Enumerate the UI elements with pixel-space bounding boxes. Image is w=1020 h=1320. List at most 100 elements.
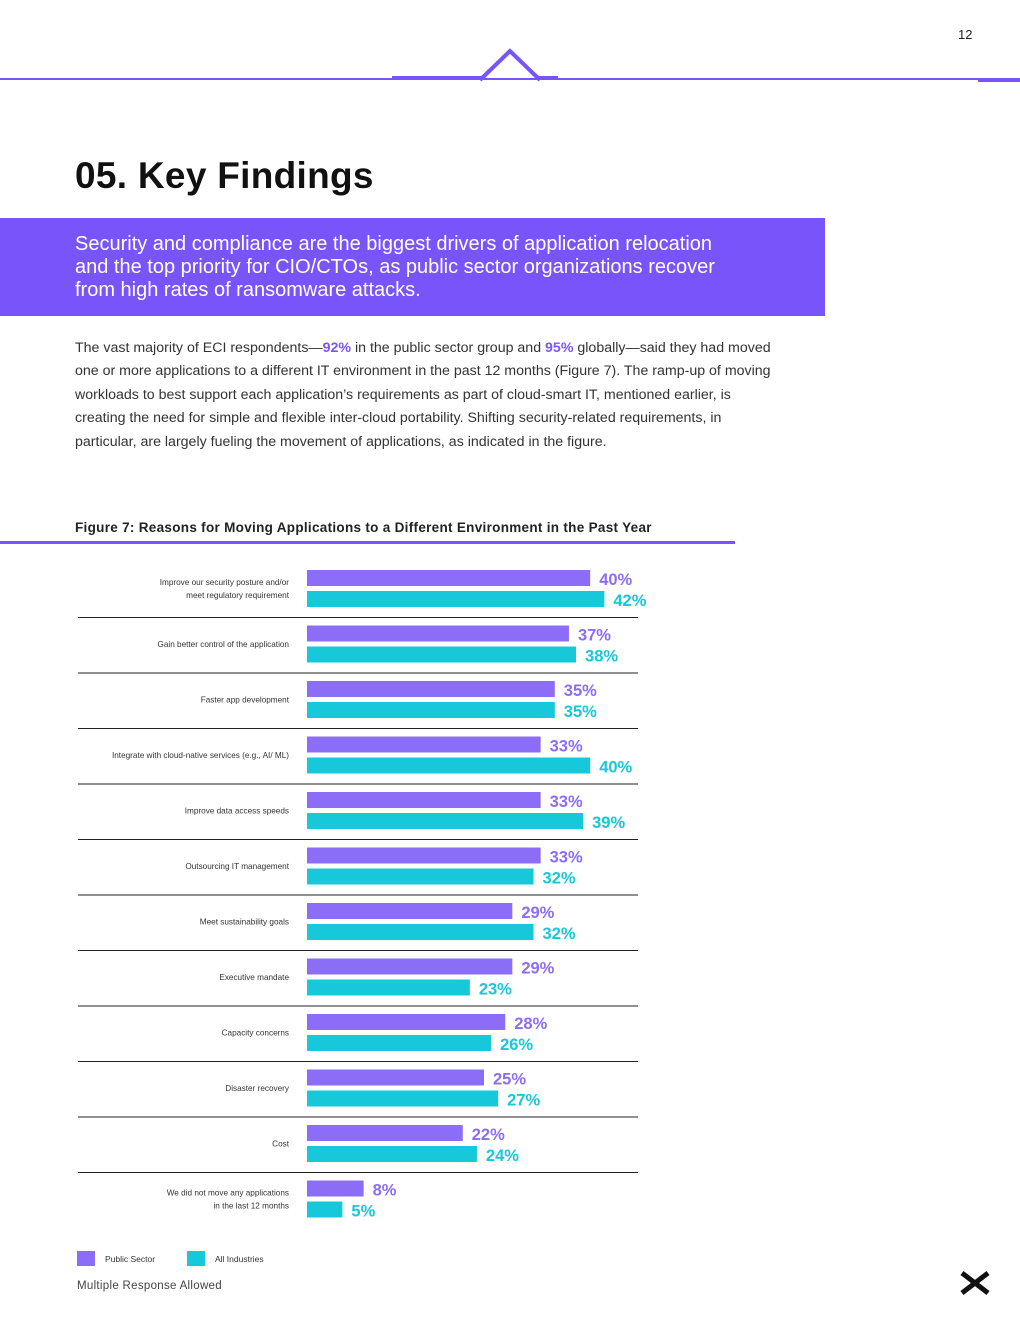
- bar-chart: Improve our security posture and/or meet …: [78, 570, 647, 1221]
- category-label: Improve data access speeds: [185, 807, 289, 816]
- stat-global: 95%: [545, 340, 574, 356]
- data-label: 28%: [514, 1015, 547, 1033]
- category-label-line: in the last 12 months: [213, 1202, 289, 1211]
- chart-footnote: Multiple Response Allowed: [77, 1280, 222, 1292]
- data-label: 27%: [507, 1092, 540, 1110]
- legend-swatch-all-industries: [187, 1251, 205, 1266]
- data-label: 24%: [486, 1147, 519, 1165]
- category-label-line: Improve our security posture and/or: [160, 578, 290, 587]
- category-label: Improve our security posture and/or meet …: [160, 578, 290, 600]
- bar-public-sector: [307, 792, 541, 808]
- data-label: 33%: [550, 738, 583, 756]
- data-label: 35%: [564, 703, 597, 721]
- bar-all-industries: [307, 702, 555, 718]
- body-paragraph: The vast majority of ECI respondents—92%…: [75, 337, 785, 454]
- bar-all-industries: [307, 868, 534, 885]
- data-label: 37%: [578, 627, 611, 645]
- category-label: Faster app development: [201, 696, 290, 705]
- header-peak: [478, 48, 542, 82]
- data-label: 8%: [373, 1182, 397, 1200]
- brand-logo-icon: [960, 1271, 990, 1295]
- category-label: Disaster recovery: [225, 1084, 290, 1093]
- category-label-line: meet regulatory requirement: [186, 591, 290, 600]
- data-label: 23%: [479, 981, 512, 999]
- page-title: 05. Key Findings: [75, 155, 374, 196]
- category-label: Cost: [272, 1140, 290, 1149]
- category-label-line: Disaster recovery: [225, 1084, 290, 1093]
- page-number: 12: [958, 27, 973, 42]
- bar-public-sector: [307, 958, 513, 975]
- data-label: 38%: [585, 648, 618, 666]
- header-rule: [0, 48, 1020, 82]
- header-rule-left-thick: [392, 76, 482, 80]
- header-rule-end-thick: [978, 78, 1020, 82]
- category-label-line: We did not move any applications: [167, 1189, 289, 1198]
- bar-all-industries: [307, 1090, 499, 1107]
- legend-item-public-sector: Public Sector: [77, 1251, 155, 1266]
- stat-public-sector: 92%: [322, 340, 352, 356]
- bar-public-sector: [307, 1125, 463, 1141]
- figure-title-rule: [0, 541, 735, 544]
- category-label: Integrate with cloud-native services (e.…: [112, 751, 289, 760]
- category-label: Outsourcing IT management: [185, 862, 289, 871]
- bar-public-sector: [307, 903, 513, 919]
- data-label: 42%: [613, 592, 646, 610]
- data-label: 26%: [500, 1036, 533, 1054]
- bar-all-industries: [307, 1146, 477, 1162]
- data-label: 29%: [521, 904, 554, 922]
- data-label: 33%: [550, 849, 583, 867]
- category-label-line: Integrate with cloud-native services (e.…: [112, 751, 289, 760]
- category-label-line: Cost: [272, 1140, 290, 1149]
- bar-all-industries: [307, 1201, 343, 1218]
- data-label: 35%: [564, 682, 597, 700]
- data-label: 25%: [493, 1071, 526, 1089]
- legend-swatch-public-sector: [77, 1251, 95, 1266]
- data-label: 40%: [599, 571, 632, 589]
- body-text-part1: The vast majority of ECI respondents—: [75, 340, 323, 356]
- banner-text: Security and compliance are the biggest …: [75, 233, 715, 301]
- body-text-part2: in the public sector group and: [351, 340, 546, 356]
- category-label: Gain better control of the application: [157, 640, 289, 649]
- header-rule-right-thick: [538, 76, 558, 80]
- bar-all-industries: [307, 979, 470, 996]
- data-label: 32%: [543, 870, 576, 888]
- category-label-line: Faster app development: [201, 696, 290, 705]
- bar-public-sector: [307, 736, 541, 753]
- data-label: 39%: [592, 814, 625, 832]
- figure-title: Figure 7: Reasons for Moving Application…: [75, 520, 652, 535]
- category-label-line: Meet sustainability goals: [200, 918, 289, 927]
- category-label: Executive mandate: [219, 973, 289, 982]
- bar-all-industries: [307, 813, 584, 829]
- legend-label-public-sector: Public Sector: [105, 1253, 156, 1264]
- bar-all-industries: [307, 591, 605, 607]
- category-label: Capacity concerns: [222, 1029, 289, 1038]
- bar-all-industries: [307, 646, 577, 663]
- data-label: 32%: [543, 925, 576, 943]
- bar-public-sector: [307, 570, 591, 586]
- data-label: 29%: [521, 960, 554, 978]
- category-label-line: Gain better control of the application: [157, 640, 289, 649]
- category-label-line: Outsourcing IT management: [185, 862, 289, 871]
- bar-public-sector: [307, 681, 555, 697]
- legend-label-all-industries: All Industries: [215, 1253, 264, 1264]
- category-label: Meet sustainability goals: [200, 918, 289, 927]
- bar-public-sector: [307, 1014, 506, 1030]
- header-rule-thin: [0, 78, 1020, 80]
- bar-all-industries: [307, 924, 534, 940]
- bar-public-sector: [307, 1069, 484, 1086]
- category-label-line: Improve data access speeds: [185, 807, 289, 816]
- data-label: 33%: [550, 793, 583, 811]
- bar-public-sector: [307, 1180, 364, 1197]
- category-label: We did not move any applications in the l…: [167, 1189, 289, 1211]
- data-label: 5%: [351, 1203, 375, 1221]
- legend-item-all-industries: All Industries: [187, 1251, 264, 1266]
- bar-all-industries: [307, 757, 591, 774]
- category-label-line: Capacity concerns: [222, 1029, 289, 1038]
- data-label: 40%: [599, 759, 632, 777]
- category-label-line: Executive mandate: [219, 973, 289, 982]
- data-label: 22%: [472, 1126, 505, 1144]
- bar-public-sector: [307, 847, 541, 864]
- bar-all-industries: [307, 1035, 492, 1051]
- body-text-part3: globally—said they had moved one or more…: [75, 340, 771, 450]
- highlight-banner: Security and compliance are the biggest …: [0, 218, 825, 316]
